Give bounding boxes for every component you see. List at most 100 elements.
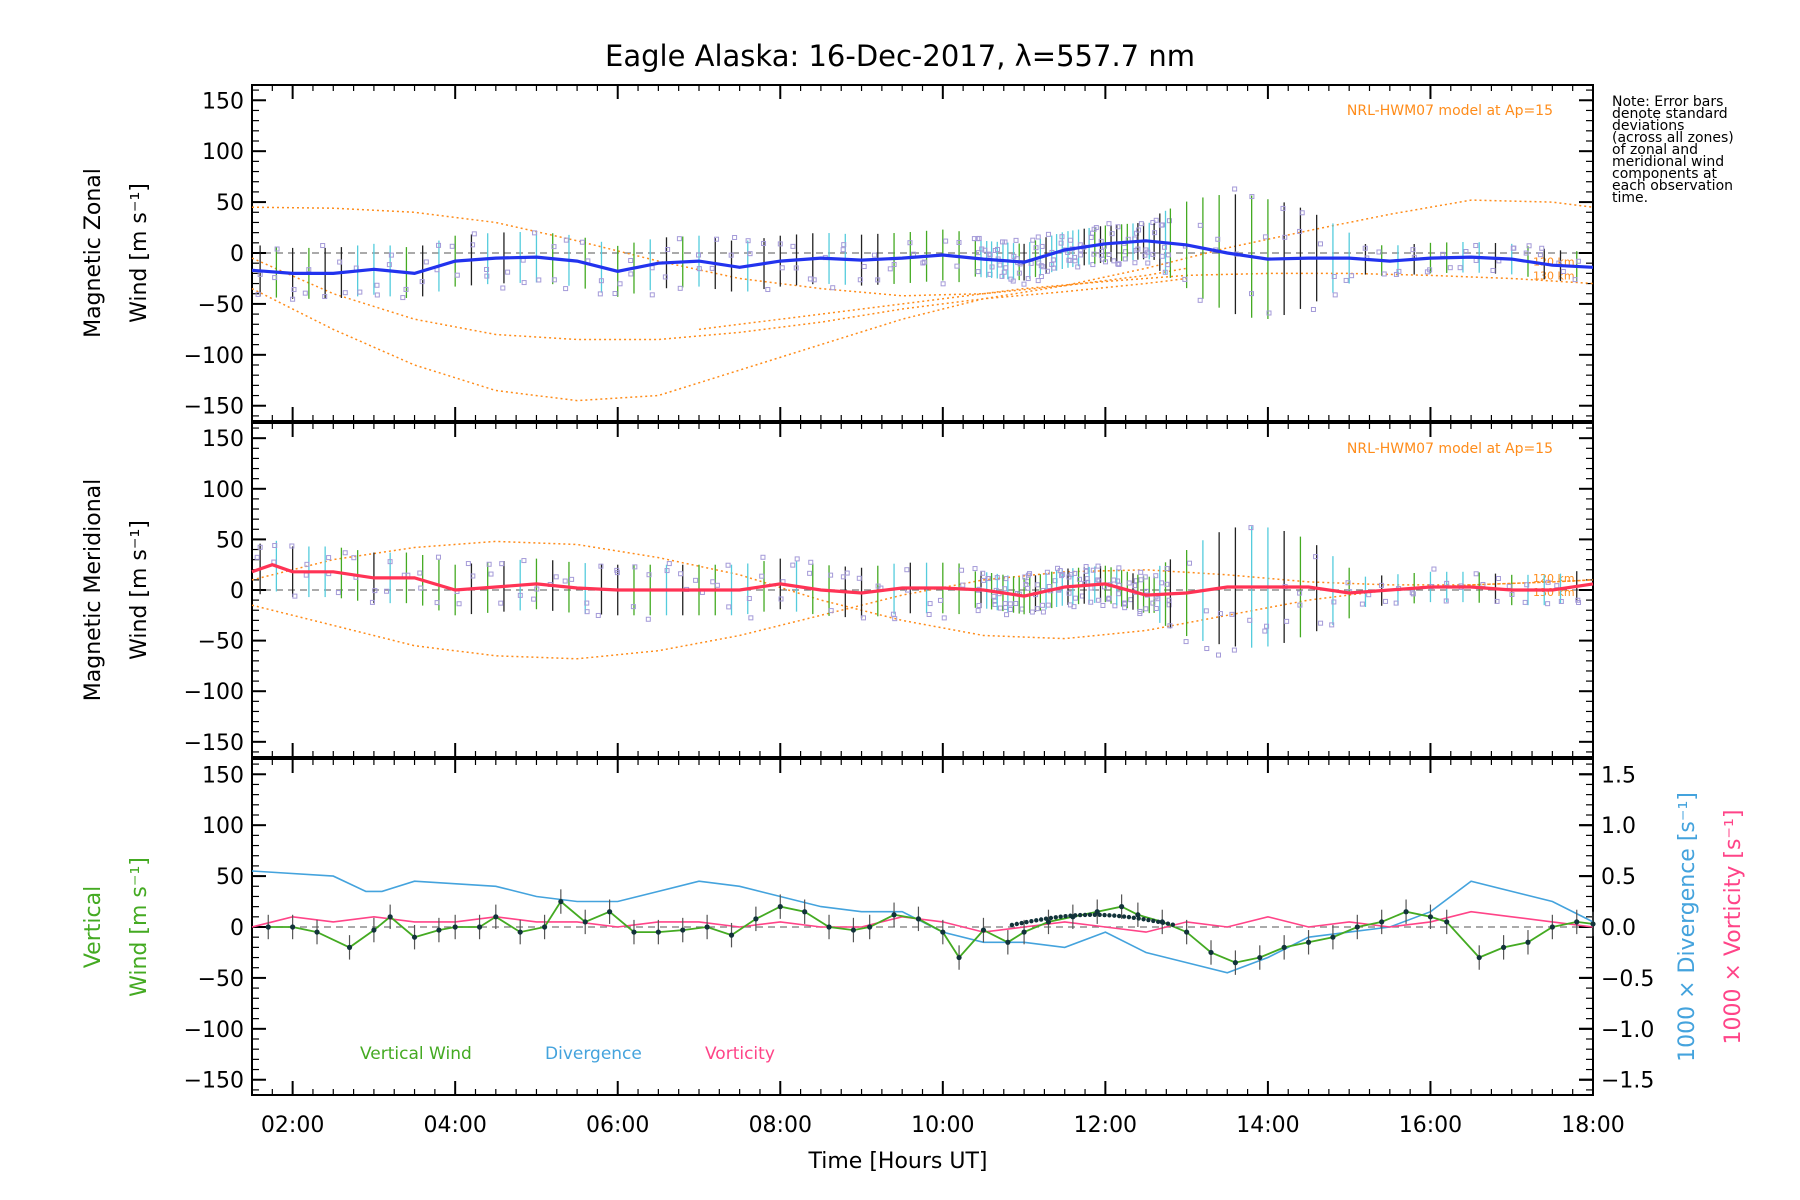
zone-point	[1393, 271, 1399, 277]
vertical-wind-point	[980, 927, 987, 933]
vertical-wind-point	[1058, 914, 1063, 919]
zone-point	[710, 579, 716, 585]
zone-point	[417, 570, 423, 576]
zone-point	[1033, 245, 1039, 251]
zone-point	[357, 289, 363, 295]
panel-vertical: 150 100 50 0 −50 −100 −150 Vertical Wind [m s⁻¹]…	[81, 758, 1746, 1096]
note-line: time.	[1612, 190, 1649, 206]
zone-point	[1016, 270, 1022, 276]
zone-point	[1554, 583, 1560, 589]
zone-point	[597, 291, 603, 297]
vertical-wind-point	[558, 898, 564, 905]
zone-point	[1105, 596, 1111, 602]
vertical-wind-point	[1029, 919, 1034, 924]
vertical-wind-point	[1021, 929, 1027, 935]
zone-point	[793, 265, 799, 271]
zone-point	[384, 588, 390, 594]
zone-point	[320, 243, 326, 249]
vertical-wind-point	[314, 929, 320, 935]
zone-point	[1040, 264, 1046, 270]
zone-point	[1058, 240, 1064, 246]
y-tick-label: −100	[184, 344, 244, 369]
zone-point	[1329, 622, 1335, 628]
zone-point	[1431, 566, 1437, 572]
vertical-wind-point	[265, 924, 271, 930]
vertical-wind-point	[1574, 919, 1580, 925]
vertical-wind-point	[655, 929, 661, 935]
zone-point	[374, 292, 380, 298]
zone-point	[1427, 267, 1433, 273]
x-tick-label: 14:00	[1236, 1113, 1299, 1138]
vertical-wind-point	[1525, 939, 1531, 945]
zone-point	[1443, 598, 1449, 604]
vertical-wind-point	[940, 929, 946, 935]
zone-point	[1162, 269, 1168, 275]
zone-point	[1045, 602, 1051, 608]
zone-point	[326, 555, 332, 561]
zone-point	[1153, 606, 1159, 612]
zone-point	[569, 576, 575, 582]
zone-point	[1575, 597, 1581, 603]
zone-point	[778, 596, 784, 602]
zone-point	[1115, 224, 1121, 230]
vertical-wind-point	[1019, 920, 1024, 926]
y-tick-label: −50	[198, 630, 244, 655]
zone-point	[1349, 273, 1355, 279]
zone-point	[840, 247, 846, 253]
zone-point	[714, 236, 720, 242]
zone-point	[1035, 582, 1041, 588]
zone-point	[1122, 601, 1128, 607]
x-tick-label: 12:00	[1074, 1113, 1137, 1138]
zone-point	[1003, 576, 1009, 582]
zone-point	[1182, 276, 1188, 282]
zone-point	[1510, 245, 1516, 251]
zone-point	[1103, 259, 1109, 265]
zone-point	[1166, 602, 1172, 608]
vertical-wind-point	[582, 919, 588, 925]
zone-point	[563, 237, 569, 243]
zone-point	[598, 278, 604, 284]
zone-point	[1187, 560, 1193, 566]
zone-point	[994, 246, 1000, 252]
vertical-wind-point	[346, 944, 353, 950]
zone-point	[1509, 591, 1515, 597]
zone-point	[1100, 602, 1106, 608]
vertical-wind-point	[1444, 919, 1450, 925]
zone-point	[1297, 228, 1303, 234]
vertical-wind-point	[411, 934, 418, 940]
zone-point	[927, 601, 933, 607]
vertical-wind-point	[1092, 912, 1097, 917]
zone-point	[1153, 573, 1159, 579]
y2-tick-label: 1.0	[1601, 814, 1636, 839]
vertical-wind-point	[1257, 954, 1263, 961]
zone-point	[500, 285, 506, 291]
model-height-label: 120 km	[1533, 572, 1575, 585]
zone-point	[1165, 262, 1171, 268]
zone-point	[1077, 252, 1083, 258]
vertical-wind-point	[1043, 916, 1049, 921]
zone-point	[920, 260, 926, 266]
zone-point	[614, 570, 620, 576]
x-tick-label: 18:00	[1561, 1113, 1624, 1138]
zone-point	[1143, 606, 1149, 612]
zone-point	[997, 262, 1003, 268]
zone-point	[725, 562, 731, 568]
vertical-wind-point	[1146, 917, 1151, 923]
zone-point	[1575, 258, 1581, 264]
zone-point	[1002, 601, 1008, 607]
zone-point	[563, 286, 569, 292]
zone-point	[1066, 257, 1072, 263]
zone-point	[255, 291, 261, 297]
zone-point	[1116, 565, 1122, 571]
zone-point	[387, 559, 393, 565]
zone-point	[303, 572, 309, 578]
zone-point	[1090, 567, 1096, 573]
zone-point	[979, 246, 985, 252]
zone-point	[1410, 247, 1416, 253]
zone-point	[994, 575, 1000, 581]
vertical-wind-point	[1073, 913, 1078, 918]
zone-point	[1002, 586, 1008, 592]
zone-point	[1044, 569, 1050, 575]
zone-point	[1473, 257, 1479, 263]
zone-point	[1030, 237, 1036, 243]
